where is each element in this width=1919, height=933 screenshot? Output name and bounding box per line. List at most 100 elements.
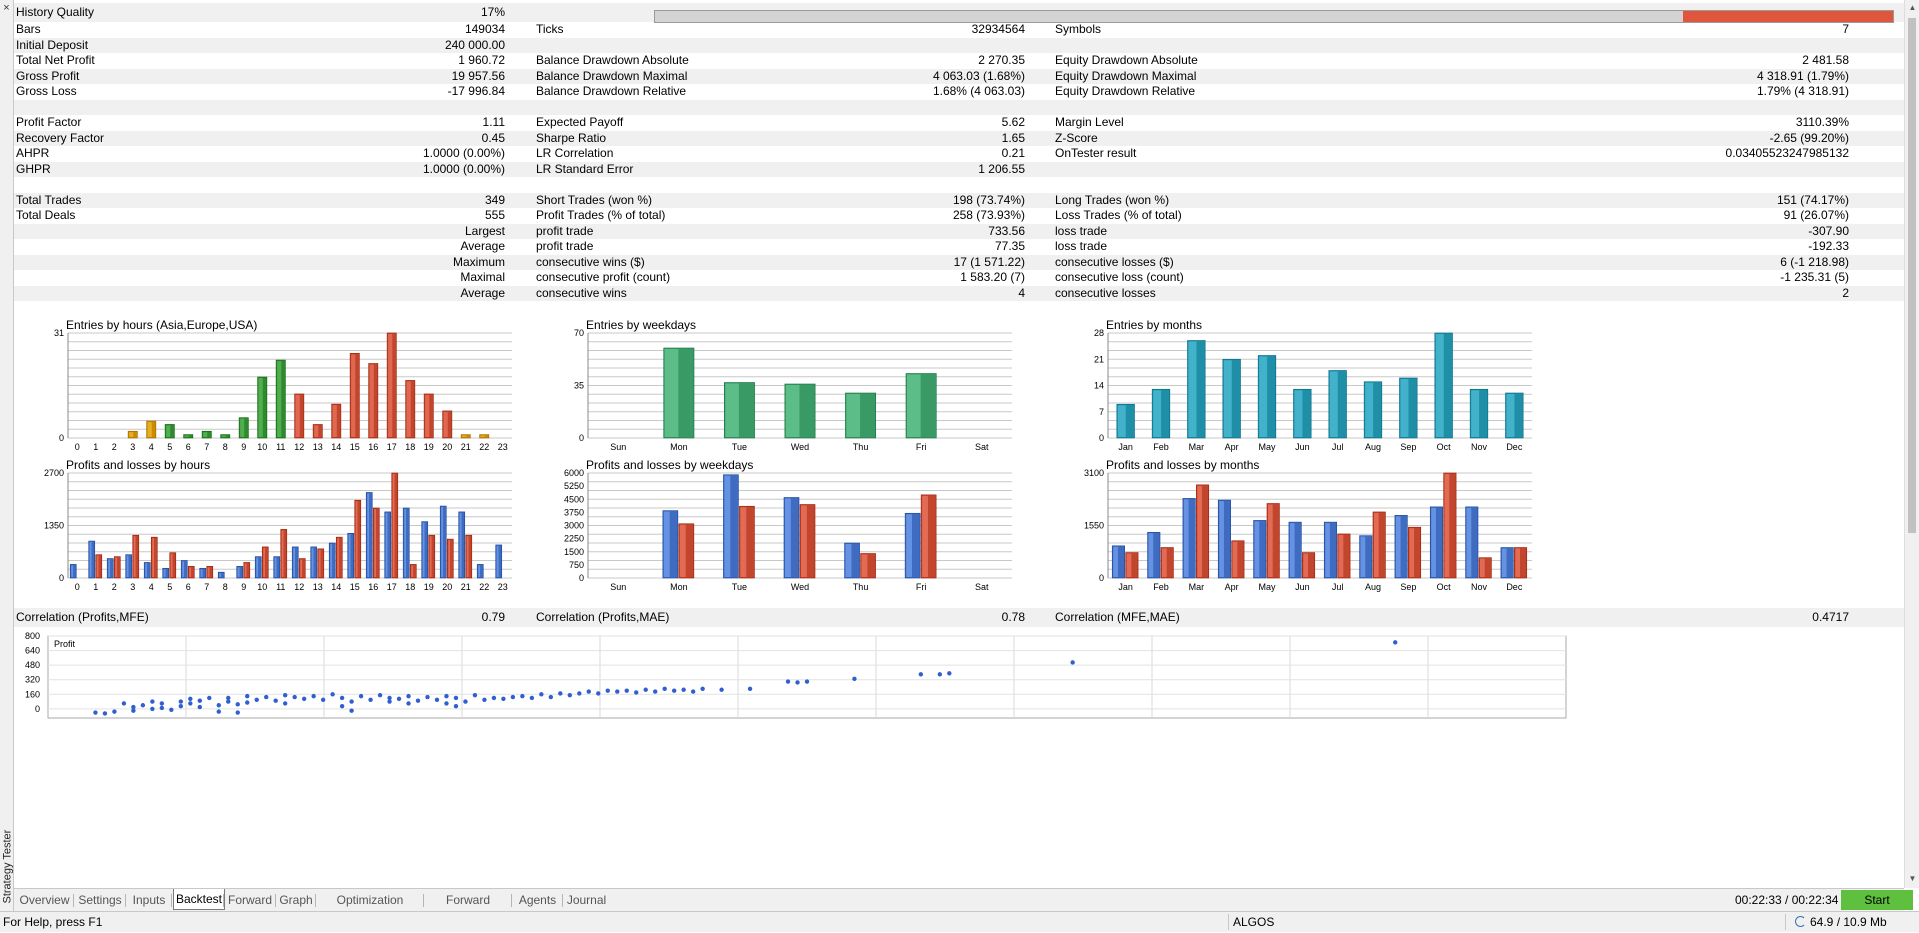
start-button[interactable]: Start: [1841, 890, 1913, 910]
scatter-point: [529, 695, 535, 701]
x-tick-label: 21: [461, 442, 471, 452]
stats-row: GHPR 1.0000 (0.00%) LR Standard Error 1 206…: [14, 161, 1904, 177]
stat-label: loss trade: [1055, 223, 1108, 238]
x-tick-label: Jun: [1295, 582, 1310, 592]
scatter-point: [434, 697, 440, 702]
bar-highlight: [1471, 390, 1480, 437]
scatter-point: [520, 693, 525, 699]
stats-row: Profit Factor 1.11 Expected Payoff 5.62 Marg…: [14, 115, 1904, 131]
bar-highlight: [332, 405, 337, 437]
bar-highlight: [1466, 507, 1472, 577]
x-tick-label: Sun: [610, 582, 626, 592]
scroll-up-icon[interactable]: ▲: [1908, 3, 1917, 12]
y-tick-label: 3100: [1084, 468, 1104, 478]
tab-inputs[interactable]: Inputs: [132, 893, 166, 907]
x-tick-label: 2: [112, 582, 117, 592]
bar-highlight: [337, 538, 340, 577]
stat-label: consecutive loss (count): [1055, 270, 1184, 284]
tab-optimization-results[interactable]: Optimization Results: [336, 893, 404, 929]
bar-highlight: [1148, 533, 1154, 577]
chart-title: Entries by weekdays: [586, 318, 697, 332]
vertical-scrollbar[interactable]: ▲ ▼: [1904, 0, 1919, 888]
bar-highlight: [258, 378, 263, 437]
bar: [365, 492, 373, 579]
y-tick-label: 320: [25, 675, 40, 685]
close-icon[interactable]: ×: [3, 2, 10, 14]
bar: [347, 532, 355, 579]
bar-highlight: [314, 425, 319, 437]
scatter-point: [140, 703, 146, 708]
x-tick-label: Aug: [1365, 442, 1381, 452]
stat-value: 4 063.03 (1.68%): [932, 68, 1025, 83]
stat-value: 1.68% (4 063.03): [932, 84, 1025, 98]
tab-divider: [562, 894, 563, 907]
corr-mfe-mae-value: 0.4717: [1812, 610, 1849, 624]
bar: [335, 536, 343, 579]
bar: [310, 546, 318, 579]
stat-value: 1.11: [482, 115, 505, 129]
bar: [113, 556, 121, 579]
stat-value: 7: [1842, 22, 1849, 36]
stat-label: Balance Drawdown Absolute: [536, 53, 689, 67]
bar-highlight: [1409, 528, 1415, 577]
tab-divider: [423, 894, 424, 907]
x-tick-label: Fri: [916, 442, 927, 452]
scatter-point: [188, 701, 193, 706]
tab-forward-results[interactable]: Forward Results: [445, 893, 490, 929]
bar-chart: Profits and losses by hours 0 1350 2700 0 1 2 3…: [34, 458, 514, 603]
bar-highlight: [845, 544, 852, 577]
tab-journal[interactable]: Journal: [566, 893, 607, 907]
bar-highlight: [277, 361, 282, 437]
x-tick-label: Wed: [791, 582, 809, 592]
bar: [254, 556, 262, 579]
tab-graph[interactable]: Graph: [279, 893, 313, 907]
scatter-point: [387, 695, 392, 701]
bar-highlight: [182, 561, 185, 577]
scatter-point: [1070, 660, 1075, 665]
scatter-point: [387, 699, 392, 704]
x-tick-label: May: [1258, 582, 1276, 592]
bar-highlight: [311, 547, 314, 577]
y-tick-label: 21: [1094, 354, 1104, 364]
x-tick-label: 11: [276, 582, 285, 592]
scatter-point: [615, 689, 620, 694]
x-tick-label: 23: [498, 582, 508, 592]
tab-settings[interactable]: Settings: [78, 893, 122, 907]
stat-label: consecutive wins: [536, 285, 627, 300]
scatter-point: [339, 695, 345, 701]
bar-highlight: [293, 547, 296, 577]
y-tick-label: 750: [569, 560, 584, 570]
chart-svg: 0 7 14 21 28 Jan Feb Mar Apr May Jun Jul Aug Sep Oct No…: [1094, 328, 1532, 452]
bar: [95, 554, 103, 579]
tab-overview[interactable]: Overview: [19, 893, 70, 907]
bar-highlight: [163, 569, 166, 577]
y-tick-label: 0: [1099, 573, 1104, 583]
chart-title: Profits and losses by hours: [66, 458, 211, 472]
bar-highlight: [663, 511, 670, 577]
x-tick-label: 17: [387, 442, 397, 452]
tab-backtest[interactable]: Backtest: [173, 889, 225, 910]
x-tick-label: Oct: [1437, 582, 1452, 592]
scatter-point: [159, 701, 165, 706]
scatter-point: [121, 701, 127, 706]
history-quality-row: History Quality 17%: [14, 3, 1904, 23]
bar: [384, 511, 392, 579]
scrollbar-thumb[interactable]: [1908, 18, 1916, 533]
bar-highlight: [922, 495, 928, 577]
y-tick-label: 1350: [44, 521, 64, 531]
bar-highlight: [1400, 379, 1409, 437]
x-tick-label: 10: [257, 582, 267, 592]
x-tick-label: 6: [186, 442, 191, 452]
scatter-point: [377, 693, 383, 698]
bar-highlight: [300, 559, 303, 577]
bar: [402, 507, 410, 579]
stat-label: Initial Deposit: [16, 37, 89, 52]
stat-value: 149034: [464, 22, 505, 36]
tab-agents[interactable]: Agents: [518, 893, 557, 907]
x-tick-label: 22: [479, 442, 489, 452]
tab-forward[interactable]: Forward: [227, 893, 272, 907]
bar-highlight: [1113, 546, 1118, 577]
bar-highlight: [355, 501, 358, 577]
stat-value: 4 318.91 (1.79%): [1756, 68, 1849, 83]
scroll-down-icon[interactable]: ▼: [1908, 874, 1917, 883]
